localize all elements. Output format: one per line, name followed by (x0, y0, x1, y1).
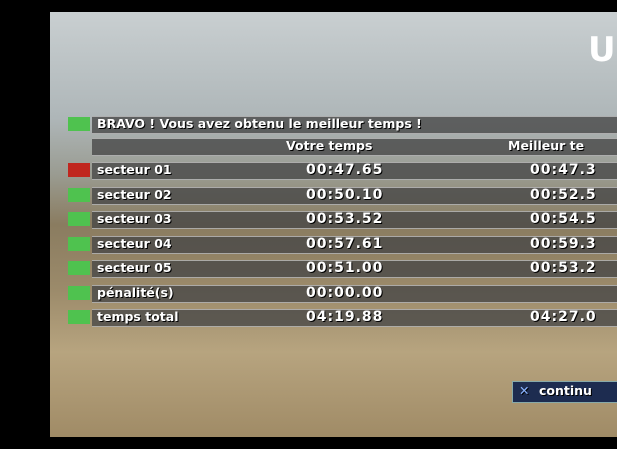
row-marker (68, 261, 90, 275)
best-time: 00:59.3 (530, 235, 597, 252)
best-time: 04:27.0 (530, 309, 597, 325)
row-label: secteur 04 (97, 235, 172, 251)
row-label: temps total (97, 309, 179, 324)
row-bar (92, 235, 617, 254)
row-marker (68, 187, 90, 202)
button-label: continu (539, 383, 592, 398)
best-time: 00:53.2 (530, 260, 597, 276)
row-marker (68, 163, 90, 177)
best-time: 00:52.5 (530, 186, 597, 203)
your-time: 00:00.00 (306, 284, 384, 301)
column-header: Meilleur te (508, 138, 585, 153)
your-time: 00:51.00 (306, 260, 384, 276)
row-bar (92, 309, 617, 327)
best-time: 00:47.3 (530, 162, 597, 178)
row-bar (92, 284, 617, 303)
row-bar (92, 260, 617, 278)
header-bar (92, 138, 617, 156)
your-time: 00:57.61 (306, 235, 384, 252)
row-label: secteur 05 (97, 260, 172, 275)
title-marker (68, 117, 90, 131)
your-time: 00:50.10 (306, 186, 384, 203)
row-label: secteur 01 (97, 162, 172, 177)
row-label: secteur 02 (97, 186, 172, 202)
continue-button[interactable]: ✕ continu (512, 381, 617, 403)
row-marker (68, 236, 90, 251)
row-bar (92, 186, 617, 205)
result-title: BRAVO ! Vous avez obtenu le meilleur tem… (97, 116, 422, 131)
your-time: 00:53.52 (306, 211, 384, 227)
row-bar (92, 211, 617, 229)
best-time: 00:54.5 (530, 211, 597, 227)
your-time: 00:47.65 (306, 162, 384, 178)
row-marker (68, 285, 90, 300)
row-marker (68, 212, 90, 226)
row-label: secteur 03 (97, 211, 172, 226)
your-time: 04:19.88 (306, 309, 384, 325)
row-marker (68, 310, 90, 324)
button-icon: ✕ (519, 383, 530, 398)
title-bar (92, 116, 617, 134)
row-bar (92, 162, 617, 180)
column-header: Votre temps (286, 138, 373, 153)
row-label: pénalité(s) (97, 284, 174, 300)
logo: U (588, 30, 616, 70)
